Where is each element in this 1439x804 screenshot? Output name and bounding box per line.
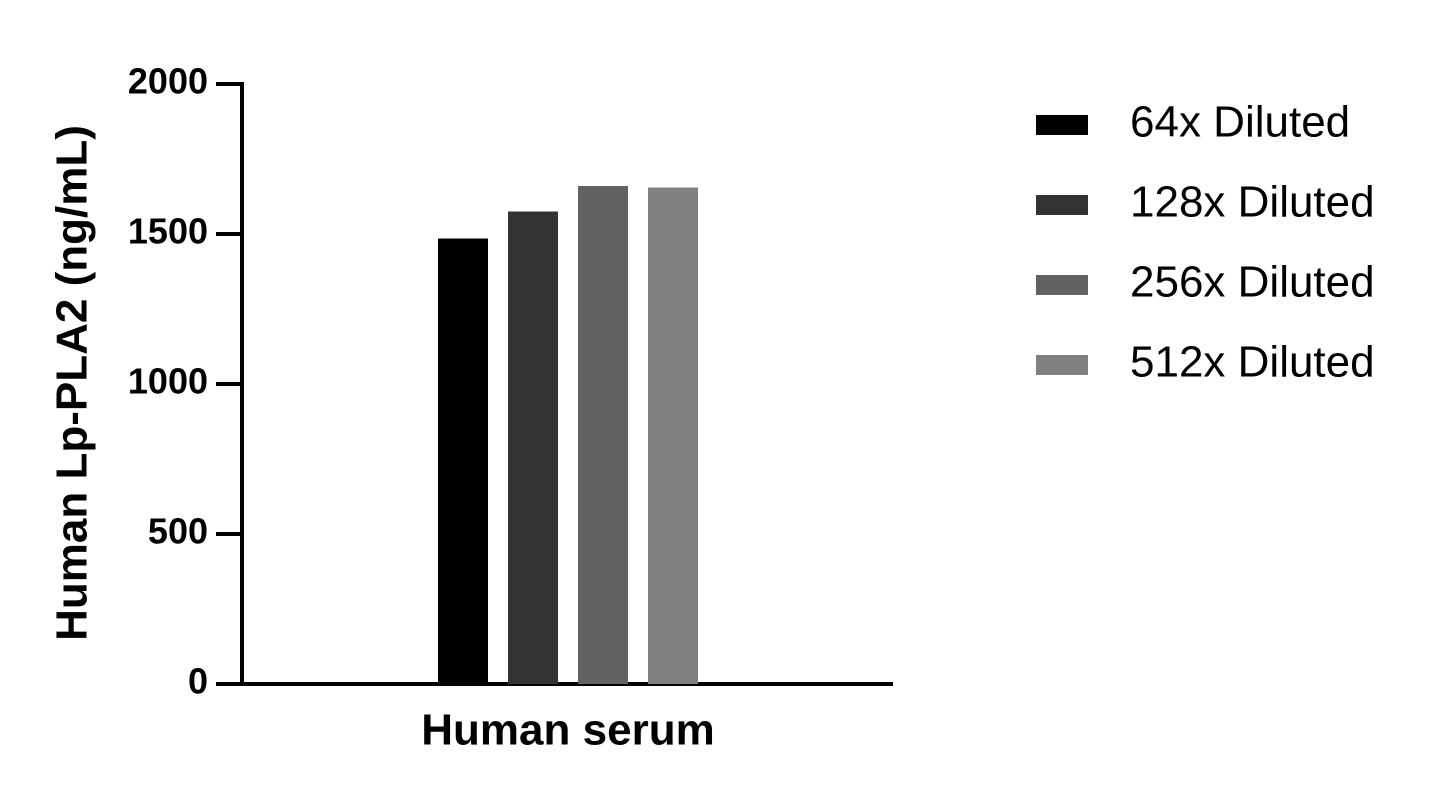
y-axis-title: Human Lp-PLA2 (ng/mL) xyxy=(48,125,97,641)
legend-swatch xyxy=(1036,275,1088,295)
bar xyxy=(438,238,488,684)
bar xyxy=(578,186,628,684)
bar xyxy=(648,187,698,684)
y-tick-label: 1000 xyxy=(128,361,208,402)
legend-swatch xyxy=(1036,355,1088,375)
y-tick-label: 1500 xyxy=(128,211,208,252)
x-tick-label: Human serum xyxy=(421,706,714,755)
bar xyxy=(508,211,558,684)
legend-swatch xyxy=(1036,195,1088,215)
y-tick-label: 2000 xyxy=(128,61,208,102)
y-tick-label: 0 xyxy=(188,661,208,702)
legend-swatch xyxy=(1036,115,1088,135)
legend-label: 256x Diluted xyxy=(1130,258,1375,307)
y-tick-label: 500 xyxy=(148,511,208,552)
legend-label: 128x Diluted xyxy=(1130,178,1375,227)
legend-label: 64x Diluted xyxy=(1130,98,1350,147)
legend-label: 512x Diluted xyxy=(1130,338,1375,387)
